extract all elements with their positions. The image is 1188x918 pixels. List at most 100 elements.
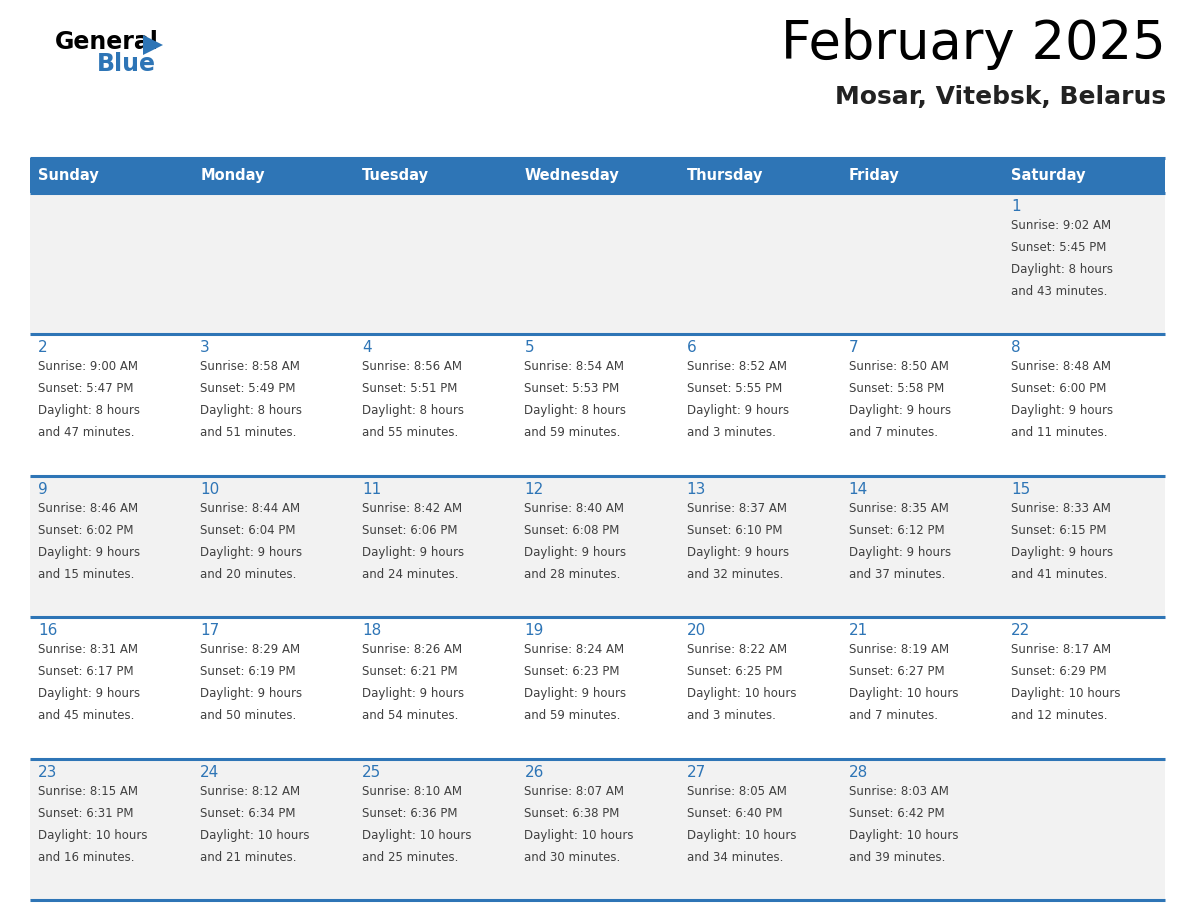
Text: Sunrise: 8:56 AM: Sunrise: 8:56 AM xyxy=(362,361,462,374)
Text: 21: 21 xyxy=(848,623,868,638)
Polygon shape xyxy=(143,35,163,55)
Text: Sunset: 5:49 PM: Sunset: 5:49 PM xyxy=(200,383,296,396)
Text: Sunrise: 8:50 AM: Sunrise: 8:50 AM xyxy=(848,361,948,374)
Text: Blue: Blue xyxy=(97,52,156,76)
Bar xyxy=(30,758,1165,900)
Text: and 15 minutes.: and 15 minutes. xyxy=(38,568,134,581)
Text: Sunset: 6:06 PM: Sunset: 6:06 PM xyxy=(362,524,457,537)
Text: Sunrise: 8:05 AM: Sunrise: 8:05 AM xyxy=(687,785,786,798)
Text: Daylight: 8 hours: Daylight: 8 hours xyxy=(524,405,626,418)
Text: and 59 minutes.: and 59 minutes. xyxy=(524,426,621,440)
Text: Daylight: 8 hours: Daylight: 8 hours xyxy=(38,405,140,418)
Text: Sunset: 6:08 PM: Sunset: 6:08 PM xyxy=(524,524,620,537)
Text: Thursday: Thursday xyxy=(687,168,763,183)
Text: Sunset: 5:51 PM: Sunset: 5:51 PM xyxy=(362,383,457,396)
Text: 16: 16 xyxy=(38,623,57,638)
Text: 6: 6 xyxy=(687,341,696,355)
Text: Sunset: 6:42 PM: Sunset: 6:42 PM xyxy=(848,807,944,820)
Text: Sunrise: 9:00 AM: Sunrise: 9:00 AM xyxy=(38,361,138,374)
Text: 22: 22 xyxy=(1011,623,1030,638)
Text: Monday: Monday xyxy=(200,168,265,183)
Bar xyxy=(30,193,1165,334)
Text: 10: 10 xyxy=(200,482,220,497)
Text: and 39 minutes.: and 39 minutes. xyxy=(848,851,946,864)
Text: Sunset: 6:40 PM: Sunset: 6:40 PM xyxy=(687,807,782,820)
Text: Daylight: 9 hours: Daylight: 9 hours xyxy=(362,546,465,559)
Text: 3: 3 xyxy=(200,341,210,355)
Text: Sunset: 6:34 PM: Sunset: 6:34 PM xyxy=(200,807,296,820)
Text: and 51 minutes.: and 51 minutes. xyxy=(200,426,297,440)
Text: 7: 7 xyxy=(848,341,859,355)
Text: and 11 minutes.: and 11 minutes. xyxy=(1011,426,1107,440)
Text: Sunrise: 8:37 AM: Sunrise: 8:37 AM xyxy=(687,502,786,515)
Bar xyxy=(30,617,1165,758)
Text: Sunrise: 8:54 AM: Sunrise: 8:54 AM xyxy=(524,361,625,374)
Text: 13: 13 xyxy=(687,482,706,497)
Text: Sunset: 6:23 PM: Sunset: 6:23 PM xyxy=(524,666,620,678)
Text: Sunrise: 8:52 AM: Sunrise: 8:52 AM xyxy=(687,361,786,374)
Text: Sunset: 6:10 PM: Sunset: 6:10 PM xyxy=(687,524,782,537)
Text: Sunrise: 8:42 AM: Sunrise: 8:42 AM xyxy=(362,502,462,515)
Text: Daylight: 10 hours: Daylight: 10 hours xyxy=(1011,688,1120,700)
Text: and 45 minutes.: and 45 minutes. xyxy=(38,710,134,722)
Text: Daylight: 9 hours: Daylight: 9 hours xyxy=(848,405,950,418)
Text: Sunset: 6:02 PM: Sunset: 6:02 PM xyxy=(38,524,133,537)
Text: Sunrise: 8:12 AM: Sunrise: 8:12 AM xyxy=(200,785,301,798)
Text: Daylight: 9 hours: Daylight: 9 hours xyxy=(1011,405,1113,418)
Text: Sunrise: 8:15 AM: Sunrise: 8:15 AM xyxy=(38,785,138,798)
Text: Sunrise: 8:35 AM: Sunrise: 8:35 AM xyxy=(848,502,948,515)
Text: Sunrise: 8:58 AM: Sunrise: 8:58 AM xyxy=(200,361,301,374)
Text: and 7 minutes.: and 7 minutes. xyxy=(848,710,937,722)
Text: 17: 17 xyxy=(200,623,220,638)
Text: and 50 minutes.: and 50 minutes. xyxy=(200,710,296,722)
Text: Sunrise: 8:07 AM: Sunrise: 8:07 AM xyxy=(524,785,625,798)
Text: Daylight: 10 hours: Daylight: 10 hours xyxy=(200,829,310,842)
Text: and 37 minutes.: and 37 minutes. xyxy=(848,568,946,581)
Text: Sunset: 6:27 PM: Sunset: 6:27 PM xyxy=(848,666,944,678)
Text: Sunset: 6:31 PM: Sunset: 6:31 PM xyxy=(38,807,133,820)
Text: Sunset: 6:29 PM: Sunset: 6:29 PM xyxy=(1011,666,1106,678)
Text: 5: 5 xyxy=(524,341,535,355)
Text: and 32 minutes.: and 32 minutes. xyxy=(687,568,783,581)
Text: and 59 minutes.: and 59 minutes. xyxy=(524,710,621,722)
Text: Saturday: Saturday xyxy=(1011,168,1086,183)
Text: and 3 minutes.: and 3 minutes. xyxy=(687,710,776,722)
Text: Daylight: 8 hours: Daylight: 8 hours xyxy=(362,405,465,418)
Text: Sunset: 5:58 PM: Sunset: 5:58 PM xyxy=(848,383,944,396)
Text: and 34 minutes.: and 34 minutes. xyxy=(687,851,783,864)
Text: Sunrise: 9:02 AM: Sunrise: 9:02 AM xyxy=(1011,219,1111,232)
Text: Daylight: 9 hours: Daylight: 9 hours xyxy=(524,546,626,559)
Text: Sunset: 5:45 PM: Sunset: 5:45 PM xyxy=(1011,241,1106,254)
Text: Daylight: 10 hours: Daylight: 10 hours xyxy=(362,829,472,842)
Text: Mosar, Vitebsk, Belarus: Mosar, Vitebsk, Belarus xyxy=(835,85,1165,109)
Text: Daylight: 10 hours: Daylight: 10 hours xyxy=(687,829,796,842)
Text: Sunrise: 8:29 AM: Sunrise: 8:29 AM xyxy=(200,644,301,656)
Text: Sunday: Sunday xyxy=(38,168,99,183)
Text: Sunset: 6:36 PM: Sunset: 6:36 PM xyxy=(362,807,457,820)
Text: 4: 4 xyxy=(362,341,372,355)
Text: 24: 24 xyxy=(200,765,220,779)
Text: Sunrise: 8:10 AM: Sunrise: 8:10 AM xyxy=(362,785,462,798)
Text: Sunset: 6:17 PM: Sunset: 6:17 PM xyxy=(38,666,133,678)
Text: 15: 15 xyxy=(1011,482,1030,497)
Text: 9: 9 xyxy=(38,482,48,497)
Text: Sunrise: 8:03 AM: Sunrise: 8:03 AM xyxy=(848,785,948,798)
Text: Sunrise: 8:19 AM: Sunrise: 8:19 AM xyxy=(848,644,949,656)
Text: and 54 minutes.: and 54 minutes. xyxy=(362,710,459,722)
Text: and 41 minutes.: and 41 minutes. xyxy=(1011,568,1107,581)
Text: Daylight: 9 hours: Daylight: 9 hours xyxy=(848,546,950,559)
Text: 28: 28 xyxy=(848,765,868,779)
Text: Daylight: 9 hours: Daylight: 9 hours xyxy=(1011,546,1113,559)
Bar xyxy=(30,476,1165,617)
Text: Sunset: 5:47 PM: Sunset: 5:47 PM xyxy=(38,383,133,396)
Text: and 12 minutes.: and 12 minutes. xyxy=(1011,710,1107,722)
Text: Daylight: 9 hours: Daylight: 9 hours xyxy=(38,546,140,559)
Text: 18: 18 xyxy=(362,623,381,638)
Text: Sunset: 6:12 PM: Sunset: 6:12 PM xyxy=(848,524,944,537)
Text: February 2025: February 2025 xyxy=(782,18,1165,70)
Text: Daylight: 9 hours: Daylight: 9 hours xyxy=(200,546,302,559)
Text: and 16 minutes.: and 16 minutes. xyxy=(38,851,134,864)
Text: Daylight: 10 hours: Daylight: 10 hours xyxy=(38,829,147,842)
Text: Sunrise: 8:33 AM: Sunrise: 8:33 AM xyxy=(1011,502,1111,515)
Text: Daylight: 9 hours: Daylight: 9 hours xyxy=(38,688,140,700)
